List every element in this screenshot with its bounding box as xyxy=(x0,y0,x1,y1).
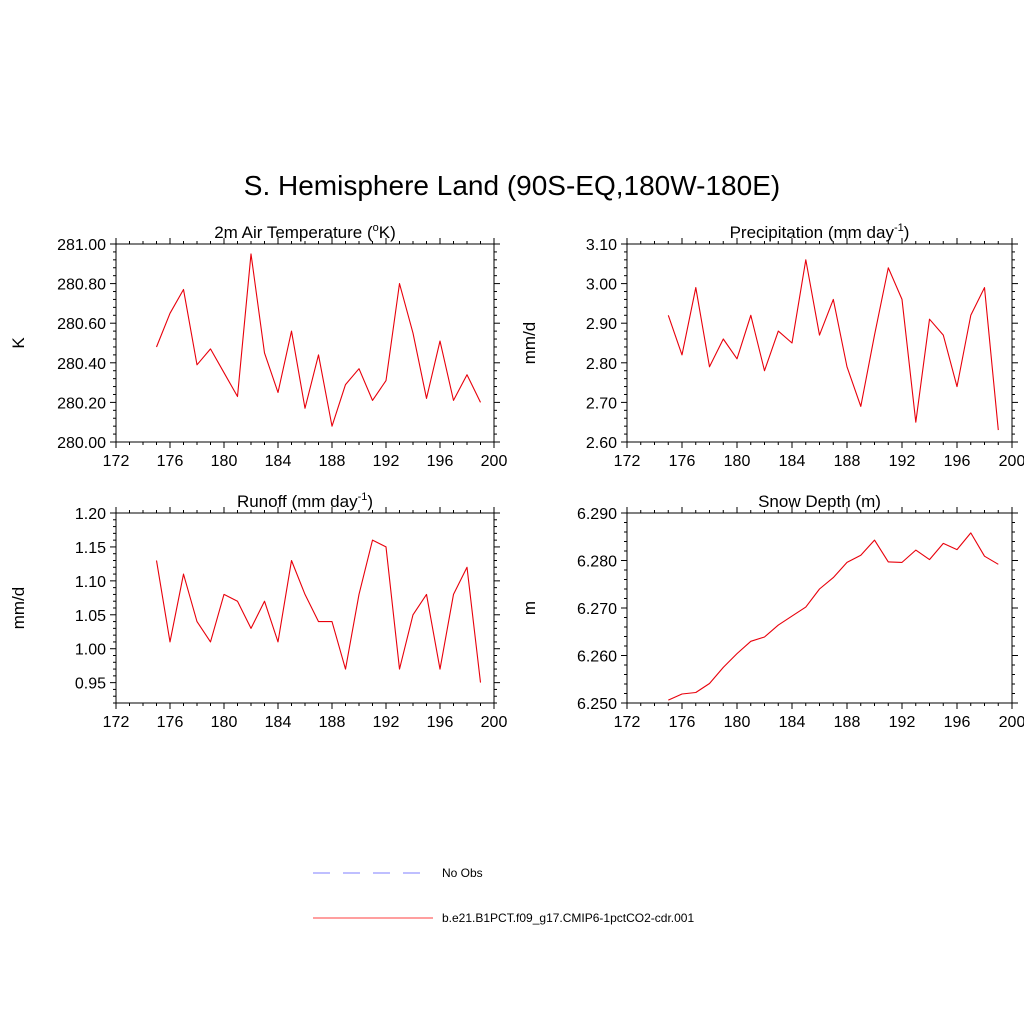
y-tick-label: 281.00 xyxy=(57,237,106,254)
y-tick-label: 6.280 xyxy=(577,554,617,571)
plot-frame xyxy=(115,512,495,704)
x-tick-label: 176 xyxy=(669,453,696,470)
x-tick-label: 180 xyxy=(724,453,751,470)
y-axis-label: mm/d xyxy=(9,587,28,630)
x-tick-label: 188 xyxy=(319,453,346,470)
x-tick-label: 200 xyxy=(481,714,508,731)
x-tick-label: 176 xyxy=(157,453,184,470)
series-line xyxy=(155,539,482,683)
panel-title-main: Precipitation (mm day xyxy=(730,223,895,242)
y-tick-label: 3.10 xyxy=(586,237,617,254)
series-line xyxy=(668,532,999,701)
x-tick-label: 172 xyxy=(614,453,641,470)
y-axis-label: K xyxy=(9,337,28,349)
y-tick-label: 1.05 xyxy=(75,608,106,625)
panel-2: 172 176 180 184 188 192 196 200 2.60 2.70 2.80 2.90… xyxy=(520,222,1024,470)
panel-title-end: ) xyxy=(904,223,910,242)
panel-4: 172 176 180 184 188 192 196 200 6.250 6.260 6.270 6… xyxy=(520,492,1024,731)
panel-1: 172 176 180 184 188 192 196 200 280.00 280.20 280.… xyxy=(9,222,507,470)
x-tick-label: 188 xyxy=(834,453,861,470)
x-tick-label: 172 xyxy=(103,714,130,731)
y-tick-label: 1.00 xyxy=(75,642,106,659)
x-tick-label: 200 xyxy=(481,453,508,470)
y-tick-label: 280.60 xyxy=(57,316,106,333)
x-tick-label: 184 xyxy=(265,453,292,470)
x-tick-label: 188 xyxy=(319,714,346,731)
y-tick-label: 0.95 xyxy=(75,676,106,693)
series-line xyxy=(667,259,999,431)
y-tick-label: 2.70 xyxy=(586,395,617,412)
panel-title: 2m Air Temperature (oK) xyxy=(214,222,396,242)
x-tick-label: 192 xyxy=(889,714,916,731)
x-tick-label: 172 xyxy=(103,453,130,470)
y-tick-label: 2.90 xyxy=(586,316,617,333)
y-axis-label: m xyxy=(520,601,539,615)
y-axis-label: mm/d xyxy=(520,322,539,365)
x-tick-label: 192 xyxy=(889,453,916,470)
figure-title: S. Hemisphere Land (90S-EQ,180W-180E) xyxy=(243,170,781,201)
x-tick-label: 180 xyxy=(211,714,238,731)
x-tick-label: 196 xyxy=(427,453,454,470)
y-tick-label: 2.60 xyxy=(586,435,617,452)
y-tick-label: 6.290 xyxy=(577,506,617,523)
x-tick-label: 196 xyxy=(944,453,971,470)
x-tick-label: 192 xyxy=(373,714,400,731)
x-tick-label: 196 xyxy=(944,714,971,731)
x-tick-label: 180 xyxy=(724,714,751,731)
x-tick-label: 180 xyxy=(211,453,238,470)
panel-title-end: K) xyxy=(379,223,396,242)
series-line xyxy=(155,253,481,427)
x-tick-label: 200 xyxy=(999,714,1024,731)
x-tick-label: 176 xyxy=(157,714,184,731)
panel-3: 172 176 180 184 188 192 196 200 0.95 1.00 1.05 1.10… xyxy=(9,491,507,731)
panel-title-superscript: -1 xyxy=(358,491,368,503)
x-tick-label: 184 xyxy=(265,714,292,731)
legend-label-model: b.e21.B1PCT.f09_g17.CMIP6-1pctCO2-cdr.00… xyxy=(442,911,695,925)
y-tick-label: 6.270 xyxy=(577,601,617,618)
y-tick-label: 1.15 xyxy=(75,540,106,557)
panel-title-main: Snow Depth (m) xyxy=(758,492,881,511)
panel-title-superscript: o xyxy=(373,222,379,234)
panel-title-superscript: -1 xyxy=(894,222,904,234)
legend xyxy=(313,872,433,919)
y-tick-label: 280.40 xyxy=(57,356,106,373)
y-tick-label: 3.00 xyxy=(586,277,617,294)
y-tick-label: 1.20 xyxy=(75,506,106,523)
x-tick-label: 192 xyxy=(373,453,400,470)
panel-title: Snow Depth (m) xyxy=(758,492,881,511)
panel-title: Runoff (mm day-1) xyxy=(237,491,373,511)
y-tick-label: 1.10 xyxy=(75,574,106,591)
y-tick-label: 280.00 xyxy=(57,435,106,452)
plot-frame xyxy=(115,243,495,443)
y-tick-label: 6.260 xyxy=(577,649,617,666)
x-tick-label: 184 xyxy=(779,714,806,731)
y-tick-label: 280.80 xyxy=(57,277,106,294)
x-tick-label: 172 xyxy=(614,714,641,731)
x-tick-label: 200 xyxy=(999,453,1024,470)
y-tick-label: 6.250 xyxy=(577,696,617,713)
x-tick-label: 184 xyxy=(779,453,806,470)
plot-frame xyxy=(626,512,1013,704)
legend-label-no-obs: No Obs xyxy=(442,866,483,880)
y-tick-label: 2.80 xyxy=(586,356,617,373)
y-tick-label: 280.20 xyxy=(57,395,106,412)
x-tick-label: 188 xyxy=(834,714,861,731)
panel-title-main: Runoff (mm day xyxy=(237,492,358,511)
x-tick-label: 176 xyxy=(669,714,696,731)
x-tick-label: 196 xyxy=(427,714,454,731)
panel-title-main: 2m Air Temperature ( xyxy=(214,223,373,242)
panel-title: Precipitation (mm day-1) xyxy=(730,222,910,242)
panel-title-end: ) xyxy=(367,492,373,511)
